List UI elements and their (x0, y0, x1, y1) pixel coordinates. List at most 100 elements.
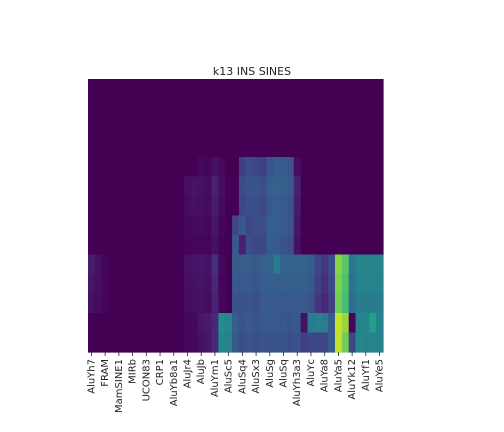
heatmap-cell (273, 79, 281, 100)
heatmap-cell (314, 332, 322, 353)
heatmap-cell (355, 215, 364, 236)
heatmap-cell (101, 313, 110, 334)
heatmap-cell (280, 157, 288, 178)
heatmap-cell (156, 293, 165, 314)
heatmap-cell (122, 215, 130, 236)
x-tick-label: UCON83 (141, 359, 152, 401)
heatmap-cell (211, 118, 219, 139)
heatmap-cell (88, 235, 96, 256)
heatmap-cell (170, 79, 178, 100)
heatmap-cell (149, 235, 158, 256)
heatmap-cell (190, 215, 199, 236)
heatmap-cell (376, 235, 384, 256)
heatmap-cell (170, 215, 178, 236)
x-tick-label: CRP1 (155, 359, 166, 385)
heatmap-cell (108, 118, 117, 139)
heatmap-cell (259, 313, 267, 334)
heatmap-cell (136, 235, 144, 256)
heatmap-cell (163, 274, 171, 295)
heatmap-cell (266, 313, 274, 334)
heatmap-cell (341, 137, 350, 158)
heatmap-cell (177, 235, 185, 256)
heatmap-cell (348, 137, 357, 158)
heatmap-cell (142, 254, 151, 275)
heatmap-cell (328, 196, 336, 217)
heatmap-cell (252, 176, 261, 197)
heatmap-cell (362, 176, 370, 197)
heatmap-cell (149, 332, 158, 353)
heatmap-cell (369, 157, 377, 178)
heatmap-cell (314, 157, 322, 178)
heatmap-cell (197, 332, 206, 353)
heatmap-cell (266, 118, 274, 139)
heatmap-cell (341, 118, 350, 139)
heatmap-cell (211, 332, 219, 353)
heatmap-cell (369, 137, 377, 158)
heatmap-cell (334, 313, 343, 334)
heatmap-cell (232, 215, 240, 236)
heatmap-cell (348, 98, 357, 119)
heatmap-cell (129, 254, 137, 275)
heatmap-cell (376, 196, 384, 217)
heatmap-cell (129, 79, 137, 100)
heatmap-cell (136, 254, 144, 275)
x-tick-label: MamSINE1 (114, 359, 125, 413)
heatmap-cell (225, 157, 233, 178)
heatmap-cell (328, 137, 336, 158)
heatmap-cell (376, 137, 384, 158)
heatmap-cell (328, 157, 336, 178)
heatmap-cell (94, 293, 103, 314)
heatmap-cell (94, 118, 103, 139)
heatmap-cell (197, 235, 206, 256)
heatmap-cell (259, 215, 267, 236)
heatmap-cell (163, 215, 171, 236)
x-tick-label: AluSc5 (224, 359, 235, 393)
heatmap-cell (321, 118, 329, 139)
heatmap-cell (156, 79, 165, 100)
heatmap-cell (204, 79, 213, 100)
heatmap-cell (280, 79, 288, 100)
heatmap-cell (190, 196, 199, 217)
heatmap-cell (293, 235, 302, 256)
chart-title: k13 INS SINES (213, 65, 291, 78)
heatmap-cell (108, 235, 117, 256)
heatmap-cell (321, 332, 329, 353)
heatmap-cell (156, 235, 165, 256)
heatmap-cell (101, 254, 110, 275)
x-tick-label: AluSx3 (251, 359, 262, 394)
heatmap-cell (197, 137, 206, 158)
heatmap-cell (266, 79, 274, 100)
heatmap-cell (225, 98, 233, 119)
heatmap-cell (348, 176, 357, 197)
heatmap-cell (314, 313, 322, 334)
heatmap-cell (225, 196, 233, 217)
heatmap-cell (334, 215, 343, 236)
heatmap-cell (245, 118, 254, 139)
heatmap-cell (293, 293, 302, 314)
heatmap-cell (286, 254, 295, 275)
heatmap-cell (218, 137, 226, 158)
heatmap-cell (184, 98, 192, 119)
heatmap-cell (129, 176, 137, 197)
heatmap-cell (136, 176, 144, 197)
heatmap-cell (273, 176, 281, 197)
x-tick-label: AluYk12 (347, 359, 358, 400)
heatmap-cell (129, 157, 137, 178)
heatmap-cell (232, 79, 240, 100)
x-tick-label: AluYb8a1 (169, 359, 180, 406)
heatmap-cell (341, 332, 350, 353)
heatmap-cell (177, 98, 185, 119)
heatmap-cell (328, 79, 336, 100)
heatmap-cell (321, 176, 329, 197)
heatmap-cell (129, 137, 137, 158)
heatmap-cell (163, 137, 171, 158)
heatmap-cell (101, 235, 110, 256)
heatmap-cell (307, 235, 315, 256)
heatmap-cell (286, 313, 295, 334)
heatmap-cell (88, 176, 96, 197)
heatmap-cell (142, 79, 151, 100)
heatmap-cell (211, 293, 219, 314)
heatmap-cell (334, 118, 343, 139)
heatmap-cell (170, 313, 178, 334)
heatmap-cell (293, 118, 302, 139)
